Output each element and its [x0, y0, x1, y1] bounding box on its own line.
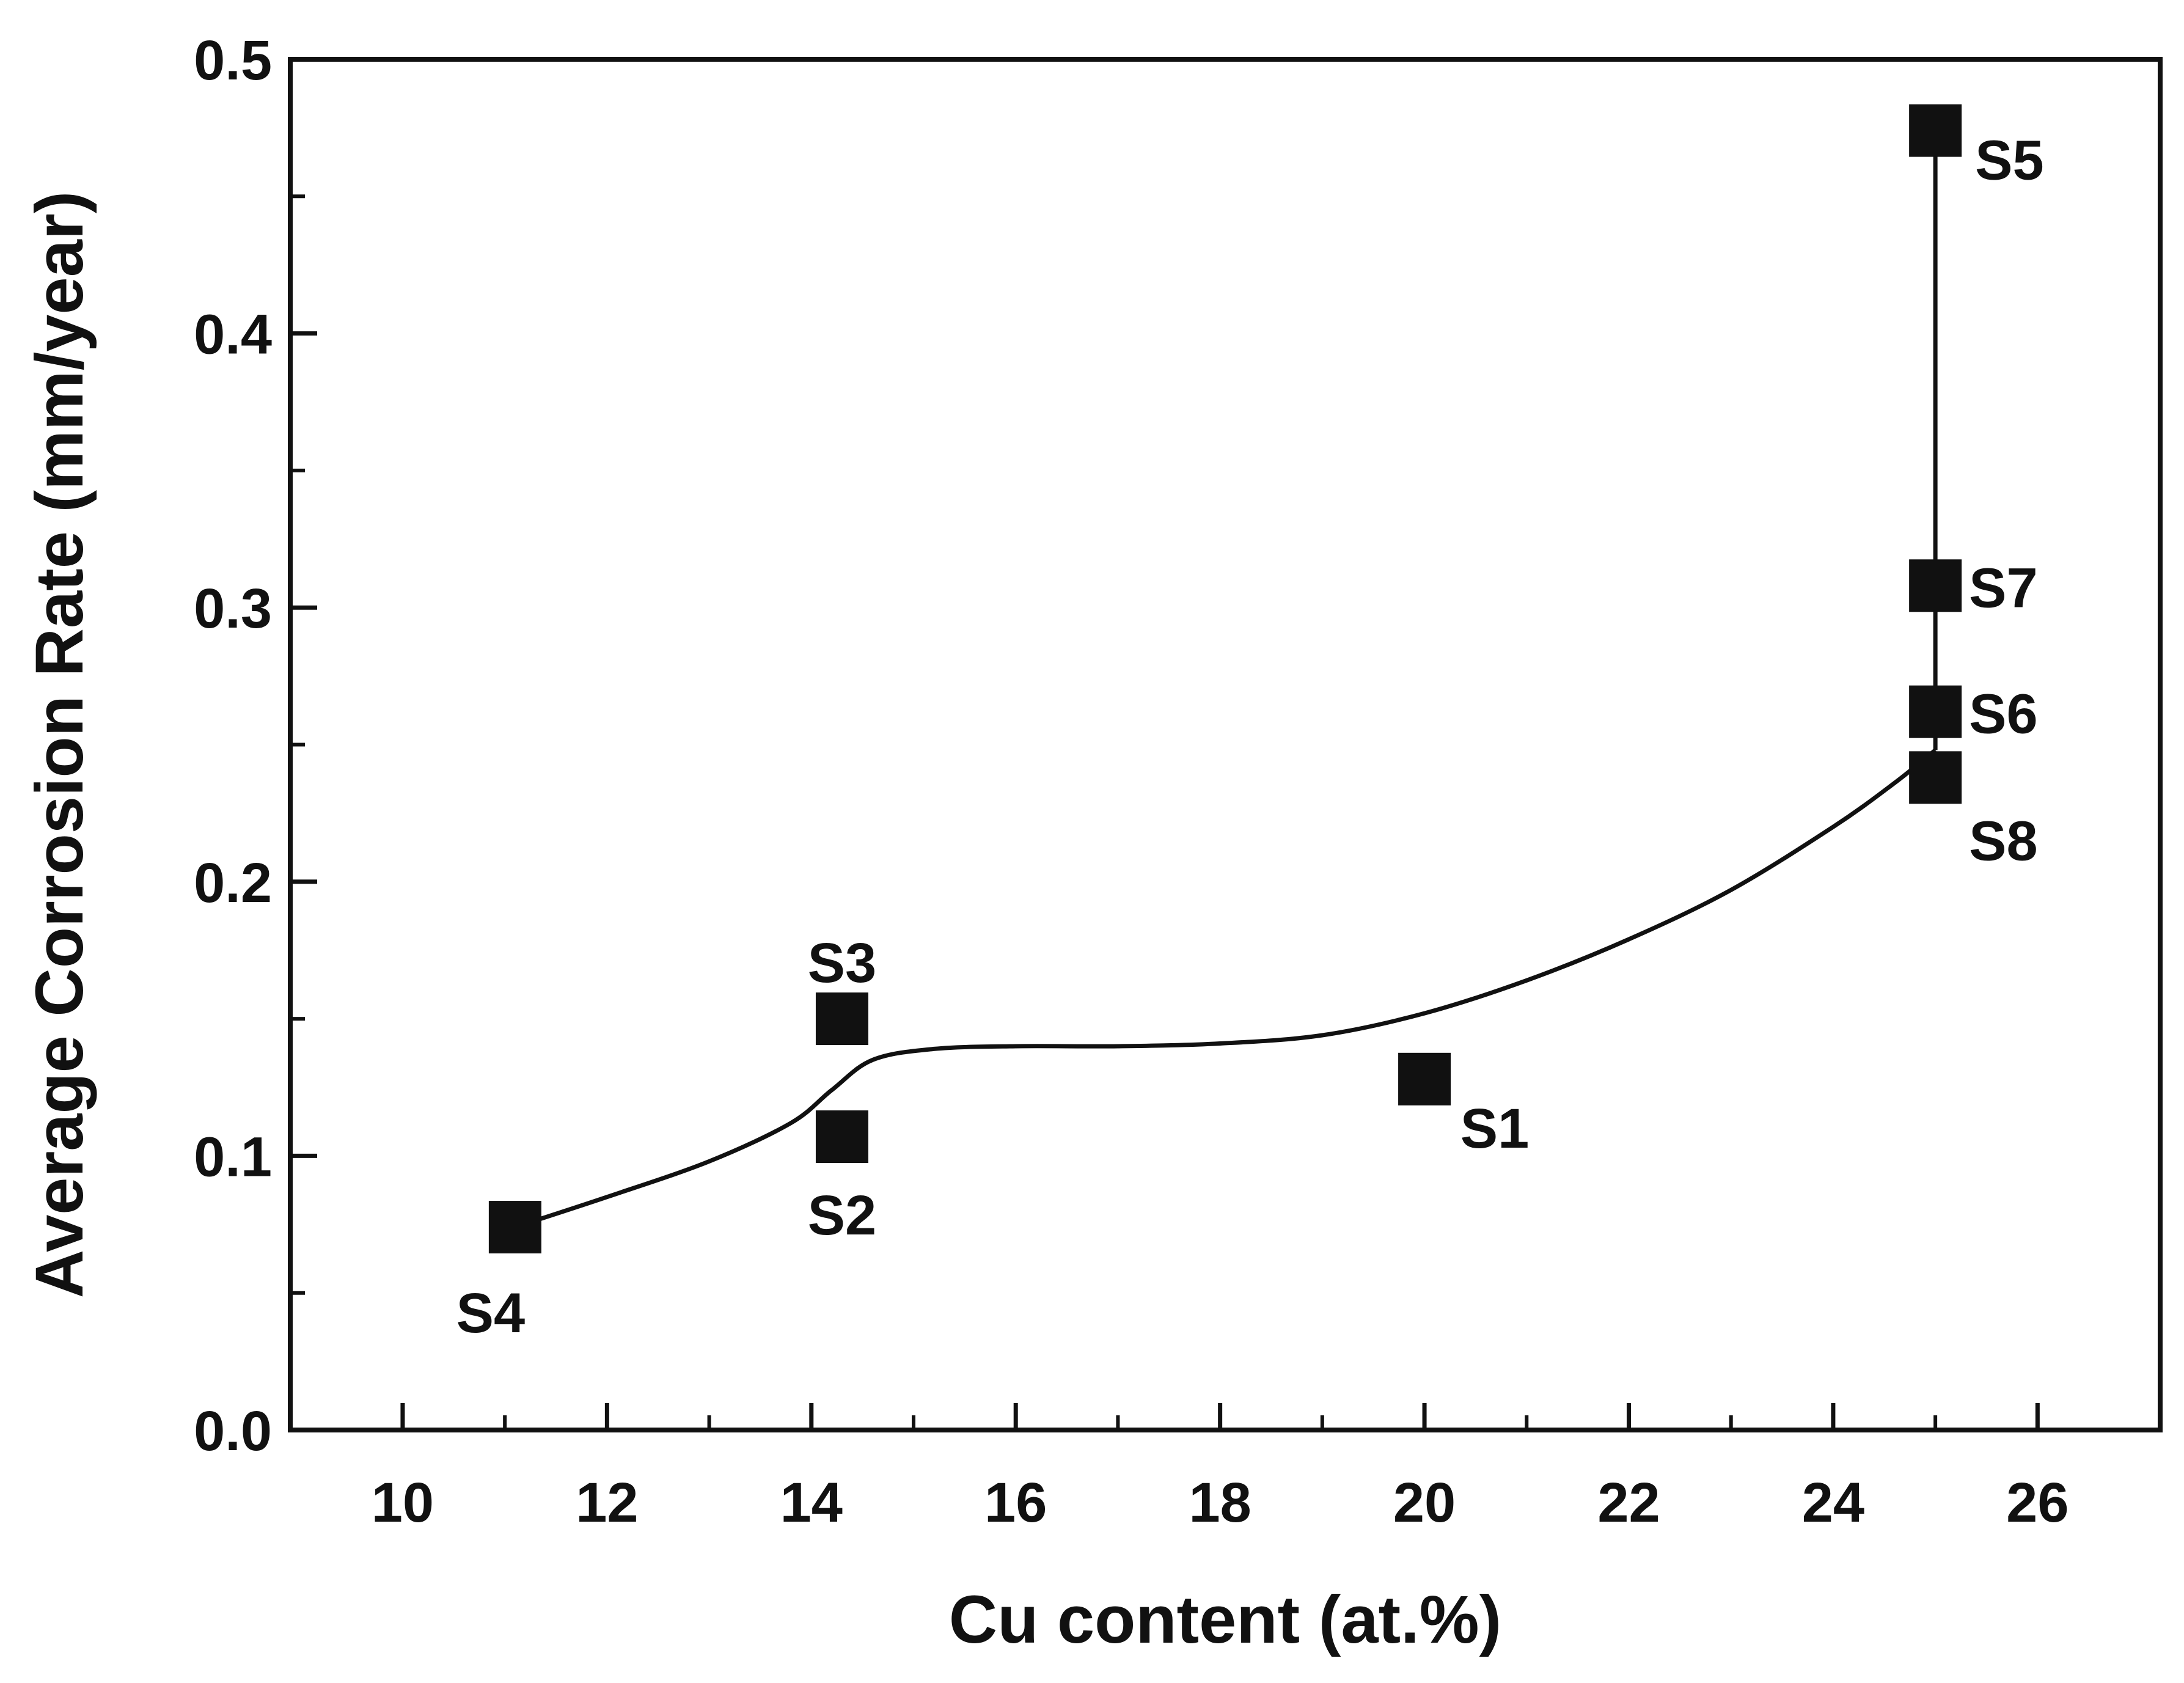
- point-label-s3: S3: [808, 932, 877, 994]
- y-axis-ticks: 0.0 0.1 0.2 0.3 0.4 0.5: [194, 29, 317, 1462]
- x-tick-label-20: 20: [1393, 1472, 1456, 1534]
- point-label-s7: S7: [1969, 557, 2038, 619]
- data-point-s2: [815, 1110, 868, 1163]
- x-tick-label-16: 16: [984, 1472, 1047, 1534]
- y-tick-label-0.2: 0.2: [194, 852, 272, 914]
- y-tick-label-0.4: 0.4: [194, 304, 272, 366]
- x-tick-label-26: 26: [2006, 1472, 2069, 1534]
- data-point-s7: [1909, 559, 1962, 612]
- y-tick-label-0.5: 0.5: [194, 29, 272, 92]
- x-tick-label-14: 14: [780, 1472, 843, 1534]
- x-axis-ticks: 10 12 14 16 18 20 22 24 26: [372, 1403, 2069, 1534]
- x-tick-label-18: 18: [1189, 1472, 1251, 1534]
- point-labels-layer: S1 S2 S3 S4 S5 S6 S7 S8: [456, 130, 2044, 1344]
- x-tick-label-10: 10: [372, 1472, 434, 1534]
- x-tick-label-22: 22: [1597, 1472, 1660, 1534]
- data-point-s6: [1909, 685, 1962, 738]
- trend-curve: [514, 748, 1937, 1230]
- point-label-s2: S2: [808, 1184, 877, 1247]
- trend-curve-layer: [514, 130, 1938, 1230]
- point-label-s6: S6: [1969, 683, 2038, 746]
- y-tick-label-0.1: 0.1: [194, 1126, 272, 1188]
- y-axis-title: Average Corrosion Rate (mm/year): [22, 191, 97, 1299]
- point-label-s8: S8: [1969, 810, 2038, 872]
- data-point-s3: [815, 992, 868, 1046]
- data-point-s1: [1398, 1052, 1451, 1106]
- y-tick-label-0.3: 0.3: [194, 578, 272, 640]
- x-tick-label-12: 12: [576, 1472, 638, 1534]
- x-tick-label-24: 24: [1802, 1472, 1864, 1534]
- data-point-s8: [1909, 751, 1962, 804]
- point-label-s4: S4: [456, 1282, 526, 1344]
- y-tick-label-0.0: 0.0: [194, 1400, 272, 1462]
- data-point-s4: [488, 1201, 541, 1254]
- data-points-layer: [488, 104, 1962, 1254]
- point-label-s1: S1: [1460, 1098, 1530, 1160]
- point-label-s5: S5: [1975, 130, 2044, 192]
- x-axis-title: Cu content (at.%): [949, 1582, 1501, 1657]
- data-point-s5: [1909, 104, 1962, 157]
